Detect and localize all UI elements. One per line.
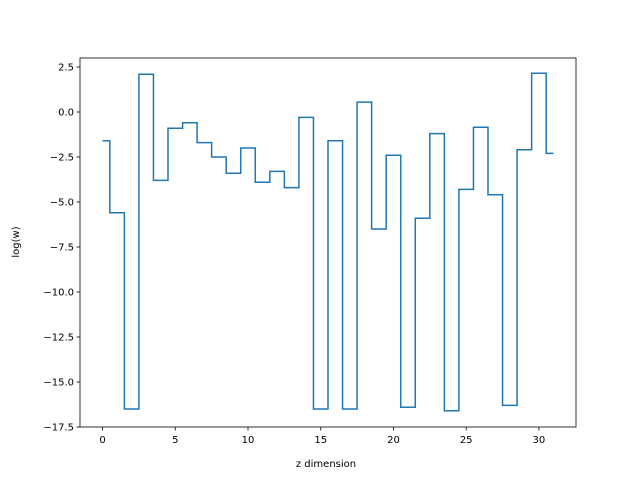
y-tick-label: −17.5	[43, 423, 74, 434]
x-tick-label: 30	[533, 435, 546, 446]
x-tick-label: 20	[387, 435, 400, 446]
y-axis-label: log(w)	[11, 226, 22, 257]
series-line	[102, 72, 554, 412]
y-tick-label: 2.5	[58, 63, 74, 74]
x-axis-label: z dimension	[296, 459, 356, 470]
y-tick-label: −7.5	[50, 243, 74, 254]
x-tick-label: 25	[460, 435, 473, 446]
y-tick-label: −12.5	[43, 333, 74, 344]
x-tick-label: 0	[99, 435, 105, 446]
plot-area	[102, 72, 554, 412]
axes-frame	[79, 57, 577, 428]
y-tick-label: 0.0	[58, 108, 74, 119]
axes: 0 5 10 15 20 25 30 2.5 0.0 −2.5 −5.0 −7.5 −10.0 −12.5…	[43, 57, 577, 446]
x-tick-label: 10	[242, 435, 255, 446]
x-tick-label: 15	[314, 435, 327, 446]
y-tick-label: −2.5	[50, 153, 74, 164]
y-tick-label: −10.0	[43, 288, 74, 299]
y-tick-label: −15.0	[43, 378, 74, 389]
y-tick-label: −5.0	[50, 198, 74, 209]
x-tick-label: 5	[172, 435, 178, 446]
